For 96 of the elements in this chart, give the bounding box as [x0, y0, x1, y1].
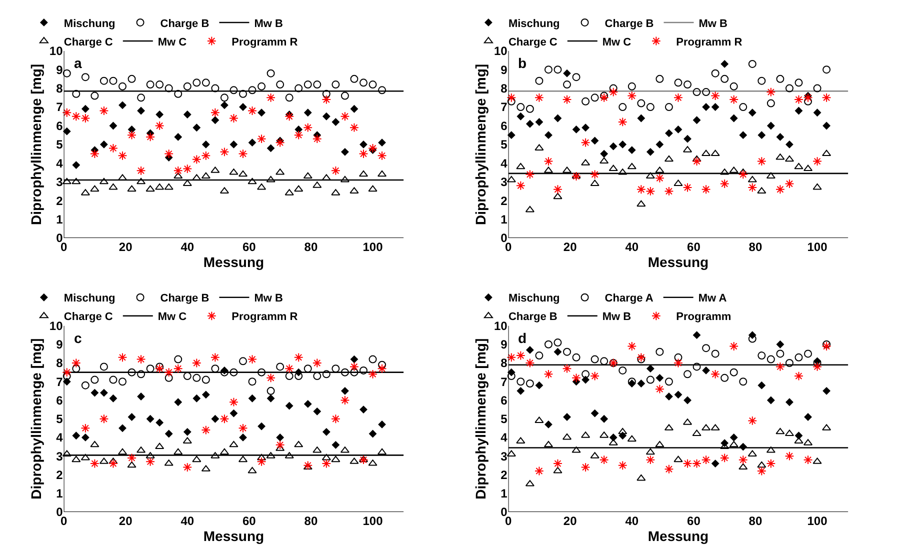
y-tick-label: 5 [500, 138, 508, 152]
y-tick-label: 8 [500, 81, 508, 96]
y-tick-label: 10 [49, 44, 64, 58]
legend-label: Mw B [254, 292, 284, 305]
x-tick-label: 40 [180, 514, 194, 528]
legend-label: Charge A [604, 292, 654, 305]
y-tick-label: 5 [56, 412, 64, 426]
x-axis-title: Messung [648, 528, 709, 544]
legend-label: Mw B [602, 311, 632, 324]
legend-label: Charge C [64, 36, 113, 48]
y-tick-label: 3 [500, 175, 508, 190]
y-axis-title: Diprophyllinmenge [mg] [472, 338, 489, 500]
y-tick-label: 4 [56, 156, 64, 170]
legend-label: Mischung [64, 292, 116, 305]
x-tick-label: 60 [242, 240, 256, 254]
y-tick-label: 2 [500, 194, 508, 208]
x-tick-label: 80 [304, 514, 318, 528]
legend-label: Programm R [232, 311, 298, 324]
legend-label: Programm R [232, 36, 298, 48]
y-tick-label: 1 [56, 486, 64, 501]
y-tick-label: 7 [500, 374, 508, 389]
legend-label: Mw C [602, 36, 632, 48]
x-tick-label: 20 [563, 240, 578, 254]
legend-label: Charge B [604, 18, 654, 30]
y-tick-label: 3 [56, 175, 64, 190]
legend-label: Mischung [508, 292, 560, 305]
y-tick-label: 4 [500, 430, 508, 445]
legend-label: Mischung [508, 18, 560, 30]
y-tick-label: 6 [56, 118, 64, 133]
y-tick-label: 3 [500, 449, 508, 464]
x-tick-label: 100 [807, 514, 828, 528]
legend-label: Mw B [698, 18, 728, 30]
y-tick-label: 4 [56, 430, 64, 445]
y-tick-label: 9 [500, 62, 508, 77]
y-tick-label: 2 [56, 468, 64, 482]
x-axis-title: Messung [203, 528, 264, 544]
y-tick-label: 5 [56, 138, 64, 152]
legend-label: Mw B [254, 18, 284, 30]
y-tick-label: 4 [500, 156, 508, 170]
legend-label: Charge B [508, 311, 558, 324]
x-tick-label: 100 [807, 240, 828, 254]
x-tick-label: 40 [625, 240, 639, 254]
y-tick-label: 2 [56, 194, 64, 208]
y-tick-label: 9 [500, 338, 508, 352]
legend-label: Charge B [160, 292, 210, 305]
x-tick-label: 40 [180, 240, 194, 254]
y-tick-label: 8 [500, 356, 508, 370]
x-tick-label: 80 [748, 240, 762, 254]
x-tick-label: 20 [118, 240, 133, 254]
x-tick-label: 60 [687, 240, 701, 254]
legend-label: Mw C [158, 36, 187, 48]
x-tick-label: 20 [563, 514, 578, 528]
y-tick-label: 10 [494, 318, 508, 333]
legend-label: Programm R [676, 36, 742, 48]
y-tick-label: 6 [500, 118, 508, 133]
x-tick-label: 40 [625, 514, 639, 528]
legend-label: Charge C [508, 36, 558, 48]
legend-label: Mw C [158, 311, 187, 324]
y-tick-label: 7 [56, 374, 64, 389]
y-tick-label: 1 [500, 212, 508, 227]
legend-label: Programm [676, 311, 732, 324]
annotation: a [74, 55, 82, 71]
x-axis-title: Messung [648, 254, 709, 270]
y-tick-label: 10 [49, 318, 64, 333]
y-tick-label: 9 [56, 338, 64, 352]
x-tick-label: 60 [687, 514, 701, 528]
x-tick-label: 80 [304, 240, 318, 254]
y-tick-label: 1 [500, 486, 508, 501]
y-tick-label: 3 [56, 449, 64, 464]
y-tick-label: 9 [56, 62, 64, 77]
legend-label: Charge B [160, 18, 210, 30]
y-tick-label: 7 [56, 100, 64, 114]
x-tick-label: 60 [242, 514, 256, 528]
x-tick-label: 100 [362, 240, 384, 254]
legend-label: Mischung [64, 18, 116, 30]
y-tick-label: 8 [56, 81, 64, 96]
y-axis-title: Diprophyllinmenge [mg] [472, 64, 489, 225]
y-tick-label: 2 [500, 468, 508, 482]
y-tick-label: 1 [56, 212, 64, 227]
x-tick-label: 100 [362, 514, 384, 528]
legend-label: Mw A [698, 292, 727, 305]
x-tick-label: 80 [748, 514, 762, 528]
y-axis-title: Diprophyllinmenge [mg] [28, 64, 44, 225]
y-tick-label: 6 [56, 393, 64, 408]
y-tick-label: 7 [500, 100, 508, 114]
x-tick-label: 20 [118, 514, 133, 528]
x-axis-title: Messung [203, 254, 264, 270]
legend-label: Charge C [64, 311, 113, 324]
annotation: c [74, 330, 82, 346]
y-axis-title: Diprophyllinmenge [mg] [28, 338, 44, 500]
y-tick-label: 10 [494, 44, 508, 58]
y-tick-label: 8 [56, 356, 64, 370]
annotation: b [518, 55, 527, 71]
y-tick-label: 6 [500, 393, 508, 408]
y-tick-label: 5 [500, 412, 508, 426]
annotation: d [518, 330, 527, 346]
